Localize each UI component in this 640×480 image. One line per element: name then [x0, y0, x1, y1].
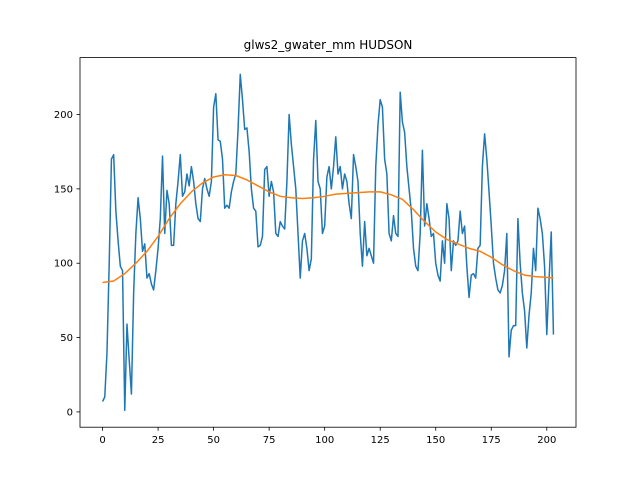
- y-tick-label: 0: [67, 407, 73, 418]
- y-tick-label: 100: [54, 259, 73, 270]
- x-tick-label: 100: [315, 435, 334, 446]
- x-tick-label: 50: [207, 435, 220, 446]
- y-tick-label: 200: [54, 110, 73, 121]
- x-tick-label: 175: [482, 435, 501, 446]
- y-tick-label: 150: [54, 184, 73, 195]
- x-tick-label: 0: [99, 435, 105, 446]
- plot-frame: [79, 57, 577, 428]
- line-series: [101, 73, 555, 412]
- x-tick-label: 25: [152, 435, 165, 446]
- y-tick-label: 50: [60, 333, 73, 344]
- x-tick-label: 125: [371, 435, 390, 446]
- x-tick-label: 75: [263, 435, 276, 446]
- x-tick-label: 150: [426, 435, 445, 446]
- line-series: [102, 174, 554, 284]
- x-tick-label: 200: [537, 435, 556, 446]
- chart-title: glws2_gwater_mm HUDSON: [244, 38, 413, 52]
